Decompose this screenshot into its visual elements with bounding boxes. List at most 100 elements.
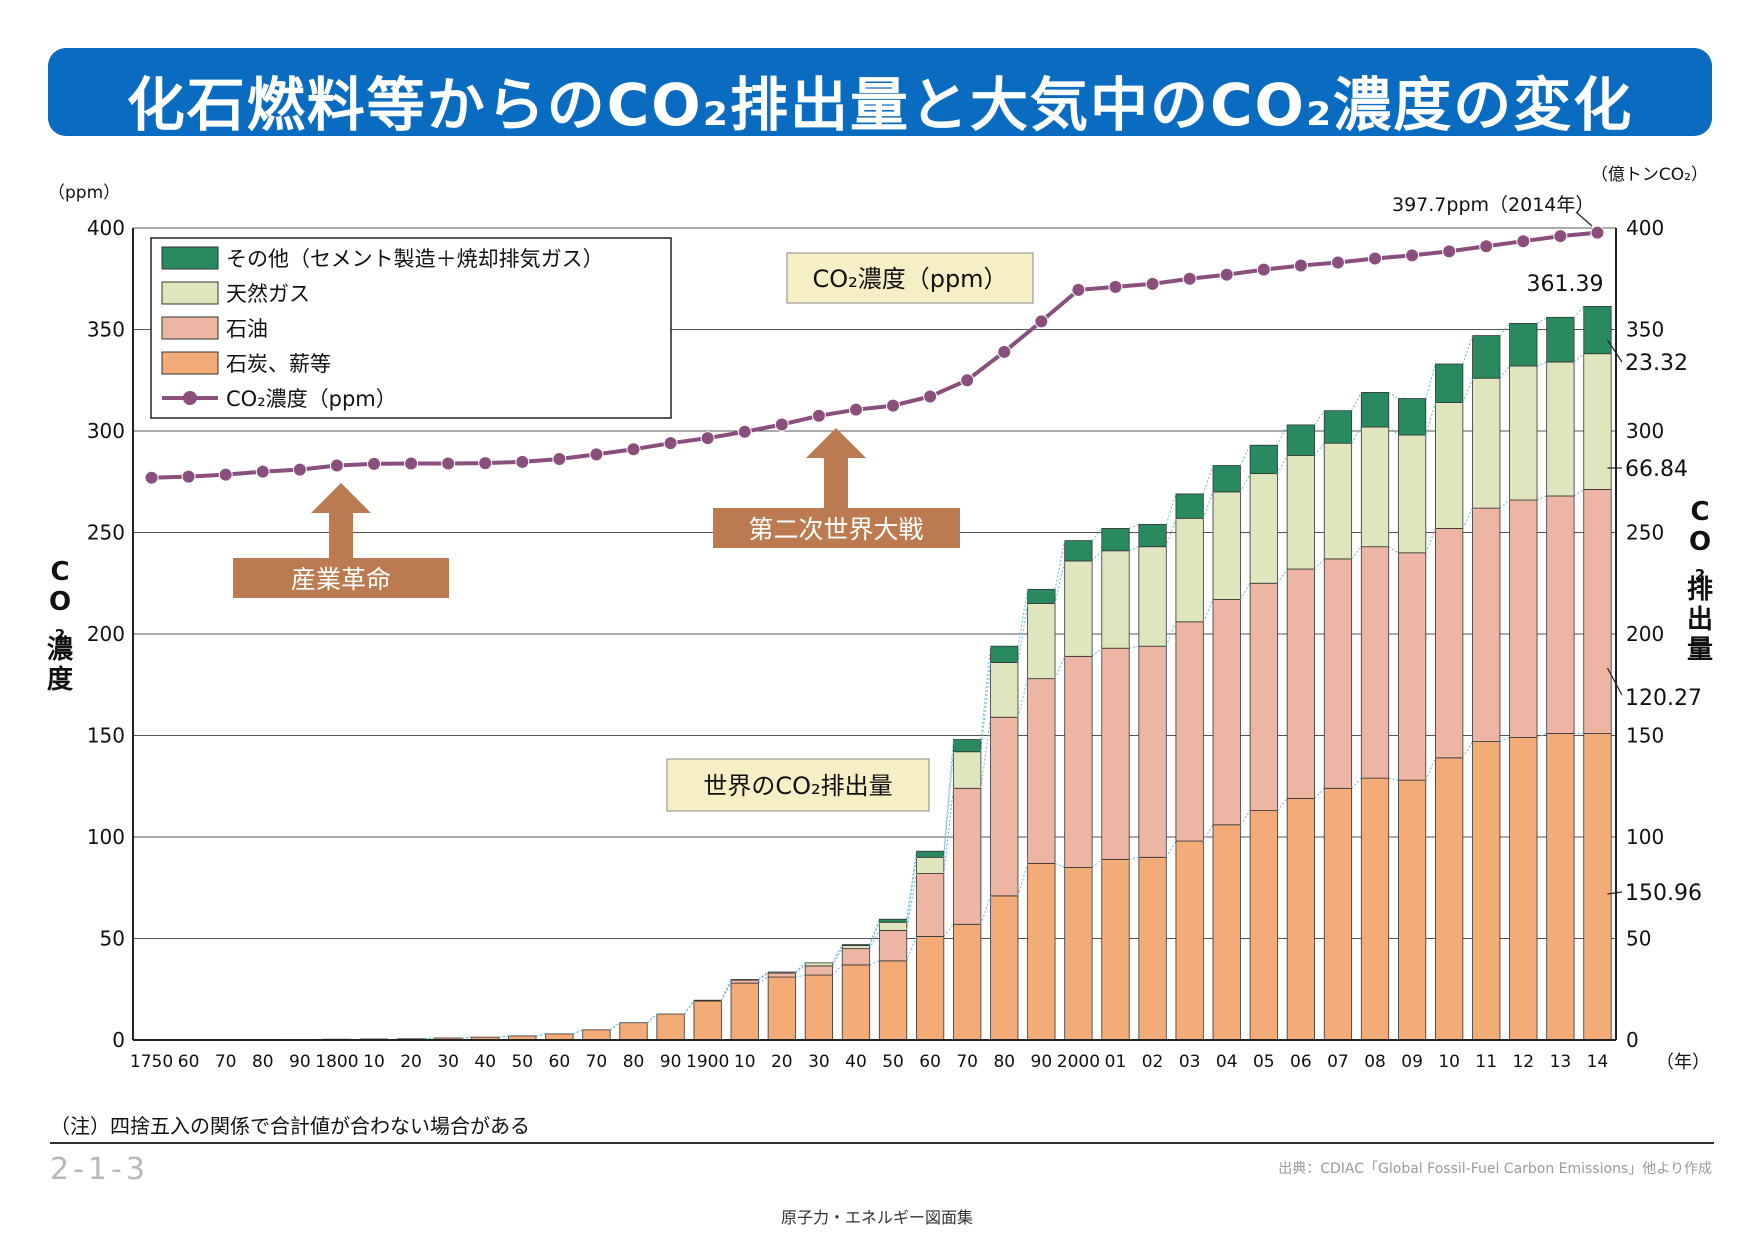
bar-gas: [1064, 560, 1093, 657]
co2-point: [626, 442, 641, 457]
bar-coal: [915, 936, 945, 1041]
bar-connector: [1462, 335, 1473, 365]
oil-2014-label: 120.27: [1625, 686, 1702, 711]
bar-gas: [1472, 377, 1501, 509]
bar-connector: [980, 662, 992, 752]
x-tick-label: 20: [771, 1052, 793, 1072]
legend-label-co2: CO₂濃度（ppm）: [226, 387, 397, 411]
co2-point: [255, 464, 270, 479]
bar-connector: [1240, 582, 1251, 600]
bar-oil: [841, 948, 871, 966]
bar-connector: [943, 751, 954, 858]
bar-other: [1435, 363, 1464, 403]
bar-other: [1101, 528, 1130, 552]
left-tick-label: 300: [87, 419, 125, 443]
co2-point: [923, 389, 938, 404]
co2-point: [366, 456, 381, 471]
bar-connector: [1351, 546, 1362, 560]
bar-oil: [1360, 546, 1390, 779]
x-tick-label: 80: [623, 1052, 645, 1072]
bar-connector: [1425, 363, 1436, 399]
bar-oil: [1435, 528, 1464, 759]
bar-connector: [461, 1036, 472, 1039]
bar-coal: [878, 960, 908, 1041]
co2-callout-label: CO₂濃度（ppm）: [812, 265, 1007, 293]
bar-connector: [980, 646, 992, 740]
bar-coal: [990, 895, 1019, 1041]
x-tick-label: 02: [1142, 1052, 1164, 1072]
bar-coal: [1101, 858, 1130, 1041]
total-2014-label: 361.39: [1527, 272, 1604, 297]
co2-point: [552, 452, 567, 467]
bar-gas: [1212, 491, 1241, 600]
bar-connector: [1054, 540, 1066, 590]
x-tick-label: 01: [1105, 1052, 1127, 1072]
bar-oil: [1546, 495, 1575, 734]
bar-connector: [1573, 353, 1585, 363]
bar-coal: [1175, 840, 1204, 1041]
bar-other: [1509, 323, 1538, 367]
bar-coal: [1323, 787, 1353, 1041]
bar-oil: [1212, 599, 1241, 826]
bar-connector: [943, 739, 954, 852]
x-tick-label: 80: [993, 1052, 1015, 1072]
bar-connector: [1351, 392, 1362, 411]
left-tick-label: 100: [87, 825, 125, 849]
bar-coal: [1249, 810, 1278, 1041]
x-tick-label: 12: [1512, 1052, 1534, 1072]
x-tick-label: 90: [289, 1052, 311, 1072]
bar-oil: [730, 979, 759, 984]
x-tick-label: 10: [1438, 1052, 1460, 1072]
bar-connector: [1129, 546, 1140, 552]
bar-connector: [906, 851, 917, 920]
bar-gas: [915, 856, 945, 874]
bar-gas: [841, 945, 871, 950]
bar-connector: [1091, 528, 1103, 541]
bar-connector: [832, 964, 843, 976]
bar-gas: [1583, 353, 1612, 490]
co2-point: [960, 373, 975, 388]
bar-connector: [1054, 656, 1066, 679]
bar-connector: [1129, 645, 1139, 649]
coal-2014-label: 150.96: [1625, 881, 1702, 906]
bar-connector: [1277, 568, 1288, 584]
co2-point: [1516, 234, 1531, 249]
divider: [50, 1142, 1714, 1144]
bar-connector: [1425, 757, 1436, 781]
bar-other: [1546, 316, 1575, 363]
x-tick-label: 10: [363, 1052, 385, 1072]
x-tick-label: 14: [1587, 1052, 1609, 1072]
bar-connector: [1499, 499, 1510, 509]
co2-point: [404, 456, 419, 471]
left-tick-label: 50: [100, 927, 125, 951]
bar-gas: [1323, 442, 1353, 560]
other-2014-leader: [1606, 339, 1623, 363]
bar-connector: [1239, 444, 1251, 466]
co2-point: [144, 470, 159, 485]
bar-connector: [1351, 426, 1362, 444]
industrial-revolution-label: 産業革命: [291, 565, 391, 594]
legend-label-oil: 石油: [226, 317, 268, 341]
x-tick-label: 04: [1216, 1052, 1238, 1072]
bar-other: [1175, 493, 1204, 519]
co2-point: [663, 436, 678, 451]
co2-point: [478, 456, 493, 471]
bar-coal: [804, 974, 834, 1041]
bar-connector: [1165, 621, 1177, 647]
industrial-revolution-arrow: [311, 483, 371, 560]
bar-connector: [1017, 678, 1029, 718]
bar-gas: [990, 662, 1019, 718]
gas-2014-label: 66.84: [1625, 457, 1688, 482]
x-tick-label: 80: [252, 1052, 274, 1072]
x-tick-label: 50: [882, 1052, 904, 1072]
co2-point: [1145, 276, 1160, 291]
bar-connector: [1017, 603, 1029, 663]
emissions-callout-box: [666, 758, 930, 812]
co2-point: [329, 458, 344, 473]
right-tick-label: 0: [1626, 1028, 1639, 1052]
page-title: 化石燃料等からのCO₂排出量と大気中のCO₂濃度の変化: [126, 71, 1634, 139]
co2-point: [811, 408, 826, 423]
bar-other: [1249, 444, 1278, 475]
co2-point: [1034, 314, 1049, 329]
